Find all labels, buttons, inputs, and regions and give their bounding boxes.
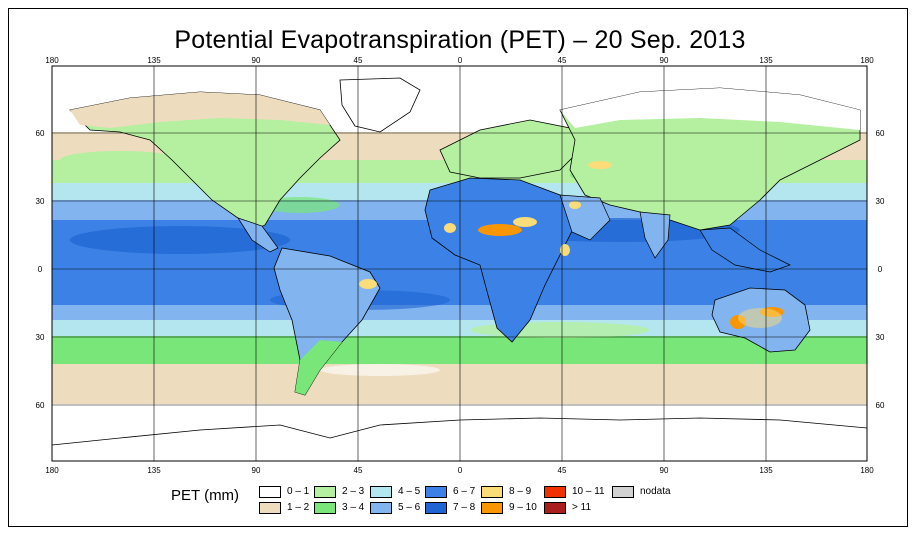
lon-tick-label-bottom: 180 (45, 466, 59, 475)
legend-swatch-9-10 (481, 502, 503, 514)
band-subantarctic-south (52, 364, 867, 404)
lon-tick-label-bottom: 90 (660, 466, 669, 475)
central-america-land (237, 217, 279, 253)
legend-swatch-6-7 (425, 486, 447, 498)
sahara-hotspot-rim (513, 217, 537, 227)
legend-label-0-1: 0 – 1 (287, 486, 310, 497)
south-america-south (295, 340, 342, 395)
legend-swatch-7-8 (425, 502, 447, 514)
brazil-hotspot (359, 279, 377, 289)
lat-tick-label-right: 30 (876, 197, 885, 206)
graticule (52, 66, 867, 461)
legend-title: PET (mm) (171, 487, 240, 504)
west-africa-hotspot (444, 223, 456, 233)
siberia-land (560, 88, 860, 130)
africa-land (424, 177, 576, 343)
lat-tick-label-right: 60 (876, 401, 885, 410)
lon-tick-label-top: 180 (860, 56, 874, 65)
india-land (639, 211, 671, 259)
north-america-tundra (70, 92, 330, 128)
legend-label-8-9: 8 – 9 (509, 486, 532, 497)
legend-label-2-3: 2 – 3 (342, 486, 365, 497)
legend-label-5-6: 5 – 6 (398, 502, 421, 513)
band-temperate-south (52, 336, 867, 366)
lat-tick-label-right: 60 (876, 129, 885, 138)
lon-tick-label-top: 45 (354, 56, 363, 65)
horn-africa-hotspot (560, 244, 570, 256)
lon-tick-label-top: 180 (45, 56, 59, 65)
legend-label-4-5: 4 – 5 (398, 486, 421, 497)
arabia-hotspot (569, 201, 581, 209)
australia-hotspot-rim (738, 308, 782, 328)
lon-tick-label-bottom: 45 (354, 466, 363, 475)
lon-tick-label-bottom: 45 (558, 466, 567, 475)
legend-swatch-3-4 (314, 502, 336, 514)
lon-tick-label-bottom: 90 (252, 466, 261, 475)
map-border (51, 65, 868, 462)
legend-swatch-5-6 (370, 502, 392, 514)
lon-tick-label-top: 90 (252, 56, 261, 65)
legend-label-1-2: 1 – 2 (287, 502, 310, 513)
europe-land (439, 119, 581, 179)
legend-label-nodata: nodata (640, 486, 671, 497)
legend-label-7-8: 7 – 8 (453, 502, 476, 513)
lon-tick-label-top: 90 (660, 56, 669, 65)
lat-tick-label-right: 0 (878, 265, 883, 274)
legend-swatch-1-2 (259, 502, 281, 514)
lat-tick-label-left: 60 (36, 401, 45, 410)
greenland-land (339, 77, 421, 133)
legend-swatch-0-1 (259, 486, 281, 498)
lon-tick-label-bottom: 135 (147, 466, 161, 475)
lon-tick-label-bottom: 0 (458, 466, 463, 475)
lon-tick-label-top: 0 (458, 56, 463, 65)
legend-label-10-11: 10 – 11 (572, 486, 605, 497)
legend-swatch-2-3 (314, 486, 336, 498)
lon-tick-label-top: 135 (759, 56, 773, 65)
map-title: Potential Evapotranspiration (PET) – 20 … (174, 26, 746, 54)
cool-patch (320, 364, 440, 376)
legend-label-over-11: > 11 (572, 502, 591, 513)
lat-tick-label-left: 0 (38, 265, 43, 274)
southeast-asia-land (699, 227, 791, 273)
lat-tick-label-left: 30 (36, 333, 45, 342)
legend-swatch-10-11 (544, 486, 566, 498)
lat-tick-label-left: 30 (36, 197, 45, 206)
iran-hotspot (588, 161, 612, 169)
deep-tropic-patch (70, 226, 290, 254)
legend-swatch-8-9 (481, 486, 503, 498)
cool-patch (60, 151, 180, 169)
lat-tick-label-left: 60 (36, 129, 45, 138)
legend-label-9-10: 9 – 10 (509, 502, 537, 513)
lat-tick-label-right: 30 (876, 333, 885, 342)
lon-tick-label-bottom: 135 (759, 466, 773, 475)
sahara-hotspot (478, 224, 522, 236)
lon-tick-label-top: 135 (147, 56, 161, 65)
legend-swatch-nodata (612, 486, 634, 498)
legend-label-6-7: 6 – 7 (453, 486, 476, 497)
legend-swatch-over-11 (544, 502, 566, 514)
lon-tick-label-top: 45 (558, 56, 567, 65)
legend-label-3-4: 3 – 4 (342, 502, 365, 513)
legend-swatch-4-5 (370, 486, 392, 498)
lon-tick-label-bottom: 180 (860, 466, 874, 475)
